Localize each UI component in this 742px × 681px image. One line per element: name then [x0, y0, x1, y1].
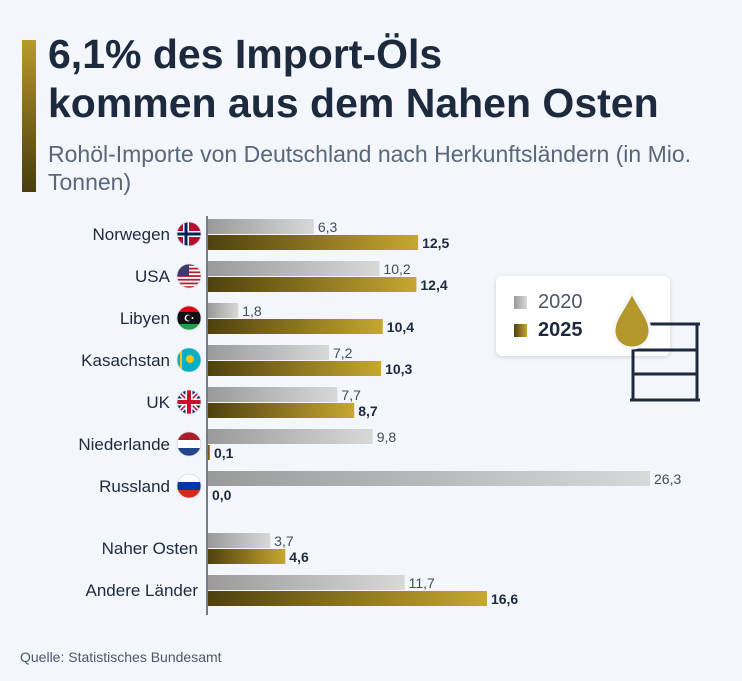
bar-2020-kasachstan — [208, 345, 330, 360]
oil-drop-icon — [612, 288, 652, 350]
data-label-2025-andere-laender: 16,6 — [491, 591, 518, 607]
bar-2025-naher-osten — [208, 549, 286, 564]
category-label-andere-laender: Andere Länder — [86, 581, 199, 600]
data-label-2025-kasachstan: 10,3 — [385, 361, 412, 377]
category-label-usa: USA — [135, 267, 171, 286]
bar-2025-uk — [208, 403, 355, 418]
data-label-2020-naher-osten: 3,7 — [274, 533, 294, 549]
bar-2020-usa — [208, 261, 380, 276]
data-label-2025-niederlande: 0,1 — [214, 445, 234, 461]
data-label-2025-usa: 12,4 — [420, 277, 447, 293]
data-label-2025-naher-osten: 4,6 — [289, 549, 309, 565]
title-line-1: 6,1% des Import-Öls — [48, 31, 443, 77]
bar-2025-andere-laender — [208, 591, 487, 606]
bar-2020-libyen — [208, 303, 239, 318]
russia-flag-icon — [176, 473, 202, 499]
data-label-2020-niederlande: 9,8 — [377, 429, 397, 445]
data-label-2020-kasachstan: 7,2 — [333, 345, 353, 361]
category-label-niederlande: Niederlande — [78, 435, 170, 454]
category-label-kasachstan: Kasachstan — [81, 351, 170, 370]
bar-2020-andere-laender — [208, 575, 405, 590]
uk-flag-icon — [176, 389, 202, 415]
data-label-2025-libyen: 10,4 — [387, 319, 414, 335]
legend-swatch-2025 — [514, 324, 527, 337]
source-note: Quelle: Statistisches Bundesamt — [20, 649, 222, 665]
netherlands-flag-icon — [176, 431, 202, 457]
bar-2025-kasachstan — [208, 361, 382, 376]
bar-chart: Norwegen 6,3 12,5 USA 10,2 12,4 Libyen 1,8 10,4 K… — [78, 216, 681, 615]
bar-2020-russland — [208, 471, 650, 486]
usa-flag-icon — [176, 263, 202, 289]
libya-flag-icon — [176, 305, 202, 331]
page-title: 6,1% des Import-Öls kommen aus dem Nahen… — [48, 30, 659, 128]
data-label-2020-russland: 26,3 — [654, 471, 681, 487]
bar-2025-niederlande — [208, 445, 210, 460]
legend-label-2020: 2020 — [538, 291, 583, 313]
data-label-2020-libyen: 1,8 — [242, 303, 262, 319]
bar-2025-libyen — [208, 319, 383, 334]
data-label-2020-andere-laender: 11,7 — [409, 575, 435, 591]
bar-2020-niederlande — [208, 429, 373, 444]
norway-flag-icon — [176, 221, 202, 247]
legend-label-2025: 2025 — [538, 319, 583, 341]
data-label-2020-usa: 10,2 — [383, 261, 410, 277]
data-label-2025-uk: 8,7 — [358, 403, 378, 419]
title-line-2: kommen aus dem Nahen Osten — [48, 80, 659, 126]
legend-swatch-2020 — [514, 296, 527, 309]
data-label-2020-uk: 7,7 — [341, 387, 361, 403]
kazakhstan-flag-icon — [176, 347, 202, 373]
bar-2020-uk — [208, 387, 338, 402]
data-label-2025-russland: 0,0 — [212, 487, 232, 503]
bar-2020-norwegen — [208, 219, 314, 234]
data-label-2020-norwegen: 6,3 — [318, 219, 338, 235]
bar-2020-naher-osten — [208, 533, 271, 548]
category-label-naher-osten: Naher Osten — [102, 539, 198, 558]
category-label-norwegen: Norwegen — [93, 225, 171, 244]
category-label-russland: Russland — [99, 477, 170, 496]
data-label-2025-norwegen: 12,5 — [422, 235, 449, 251]
category-label-libyen: Libyen — [120, 309, 170, 328]
category-label-uk: UK — [146, 393, 170, 412]
title-accent-bar — [22, 40, 36, 192]
subtitle: Rohöl-Importe von Deutschland nach Herku… — [48, 141, 692, 195]
bar-2025-norwegen — [208, 235, 419, 250]
oil-icon-group — [612, 288, 700, 402]
bar-2025-usa — [208, 277, 417, 292]
